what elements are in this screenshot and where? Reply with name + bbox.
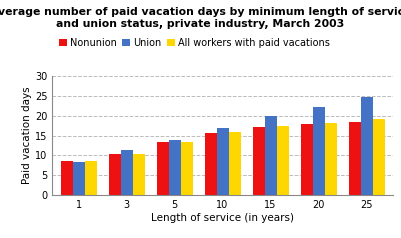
Bar [348,122,360,195]
Bar [61,161,73,195]
Bar [121,150,133,195]
Bar [301,124,312,195]
Bar [73,162,85,195]
Bar [277,126,289,195]
Bar [360,97,373,195]
Bar [265,116,277,195]
Bar [373,119,385,195]
X-axis label: Length of service (in years): Length of service (in years) [151,213,294,223]
Bar [133,154,144,195]
Bar [253,127,265,195]
Legend: Nonunion, Union, All workers with paid vacations: Nonunion, Union, All workers with paid v… [57,36,332,50]
Text: Average number of paid vacation days by minimum length of service
and union stat: Average number of paid vacation days by … [0,7,401,29]
Bar [156,142,168,195]
Bar [205,133,217,195]
Bar [312,107,324,195]
Bar [85,161,97,195]
Y-axis label: Paid vacation days: Paid vacation days [22,87,32,184]
Bar [324,123,336,195]
Bar [168,140,180,195]
Bar [217,128,229,195]
Bar [180,142,192,195]
Bar [109,154,121,195]
Bar [229,132,241,195]
